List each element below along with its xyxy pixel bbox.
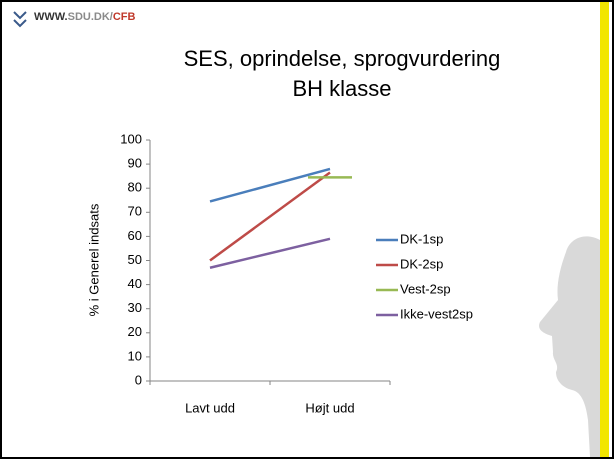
url-part: SDU.DK/: [68, 11, 113, 23]
y-tick-label: 90: [128, 156, 142, 171]
legend-label: Ikke-vest2sp: [400, 306, 473, 321]
url-part: CFB: [113, 11, 136, 23]
y-tick-label: 10: [128, 348, 142, 363]
legend-label: DK-2sp: [400, 256, 443, 271]
y-tick-label: 0: [135, 372, 142, 387]
y-tick-label: 40: [128, 276, 142, 291]
page: WWW.SDU.DK/CFB SES, oprindelse, sprogvur…: [0, 0, 614, 459]
y-tick-label: 100: [120, 131, 142, 146]
slide: WWW.SDU.DK/CFB SES, oprindelse, sprogvur…: [0, 0, 614, 459]
yellow-strip: [600, 2, 609, 457]
y-axis-label: % i Generel indsats: [86, 203, 101, 316]
y-tick-label: 60: [128, 228, 142, 243]
chart-title: SES, oprindelse, sprogvurdering: [184, 46, 501, 71]
y-tick-label: 30: [128, 300, 142, 315]
header-url: WWW.SDU.DK/CFB: [34, 11, 136, 23]
legend-label: Vest-2sp: [400, 281, 451, 296]
chart-title: BH klasse: [292, 76, 391, 101]
legend-label: DK-1sp: [400, 231, 443, 246]
y-tick-label: 50: [128, 252, 142, 267]
y-tick-label: 70: [128, 204, 142, 219]
x-tick-label: Lavt udd: [185, 400, 235, 415]
y-tick-label: 20: [128, 324, 142, 339]
url-part: WWW.: [34, 11, 68, 23]
y-tick-label: 80: [128, 180, 142, 195]
x-tick-label: Højt udd: [305, 400, 354, 415]
